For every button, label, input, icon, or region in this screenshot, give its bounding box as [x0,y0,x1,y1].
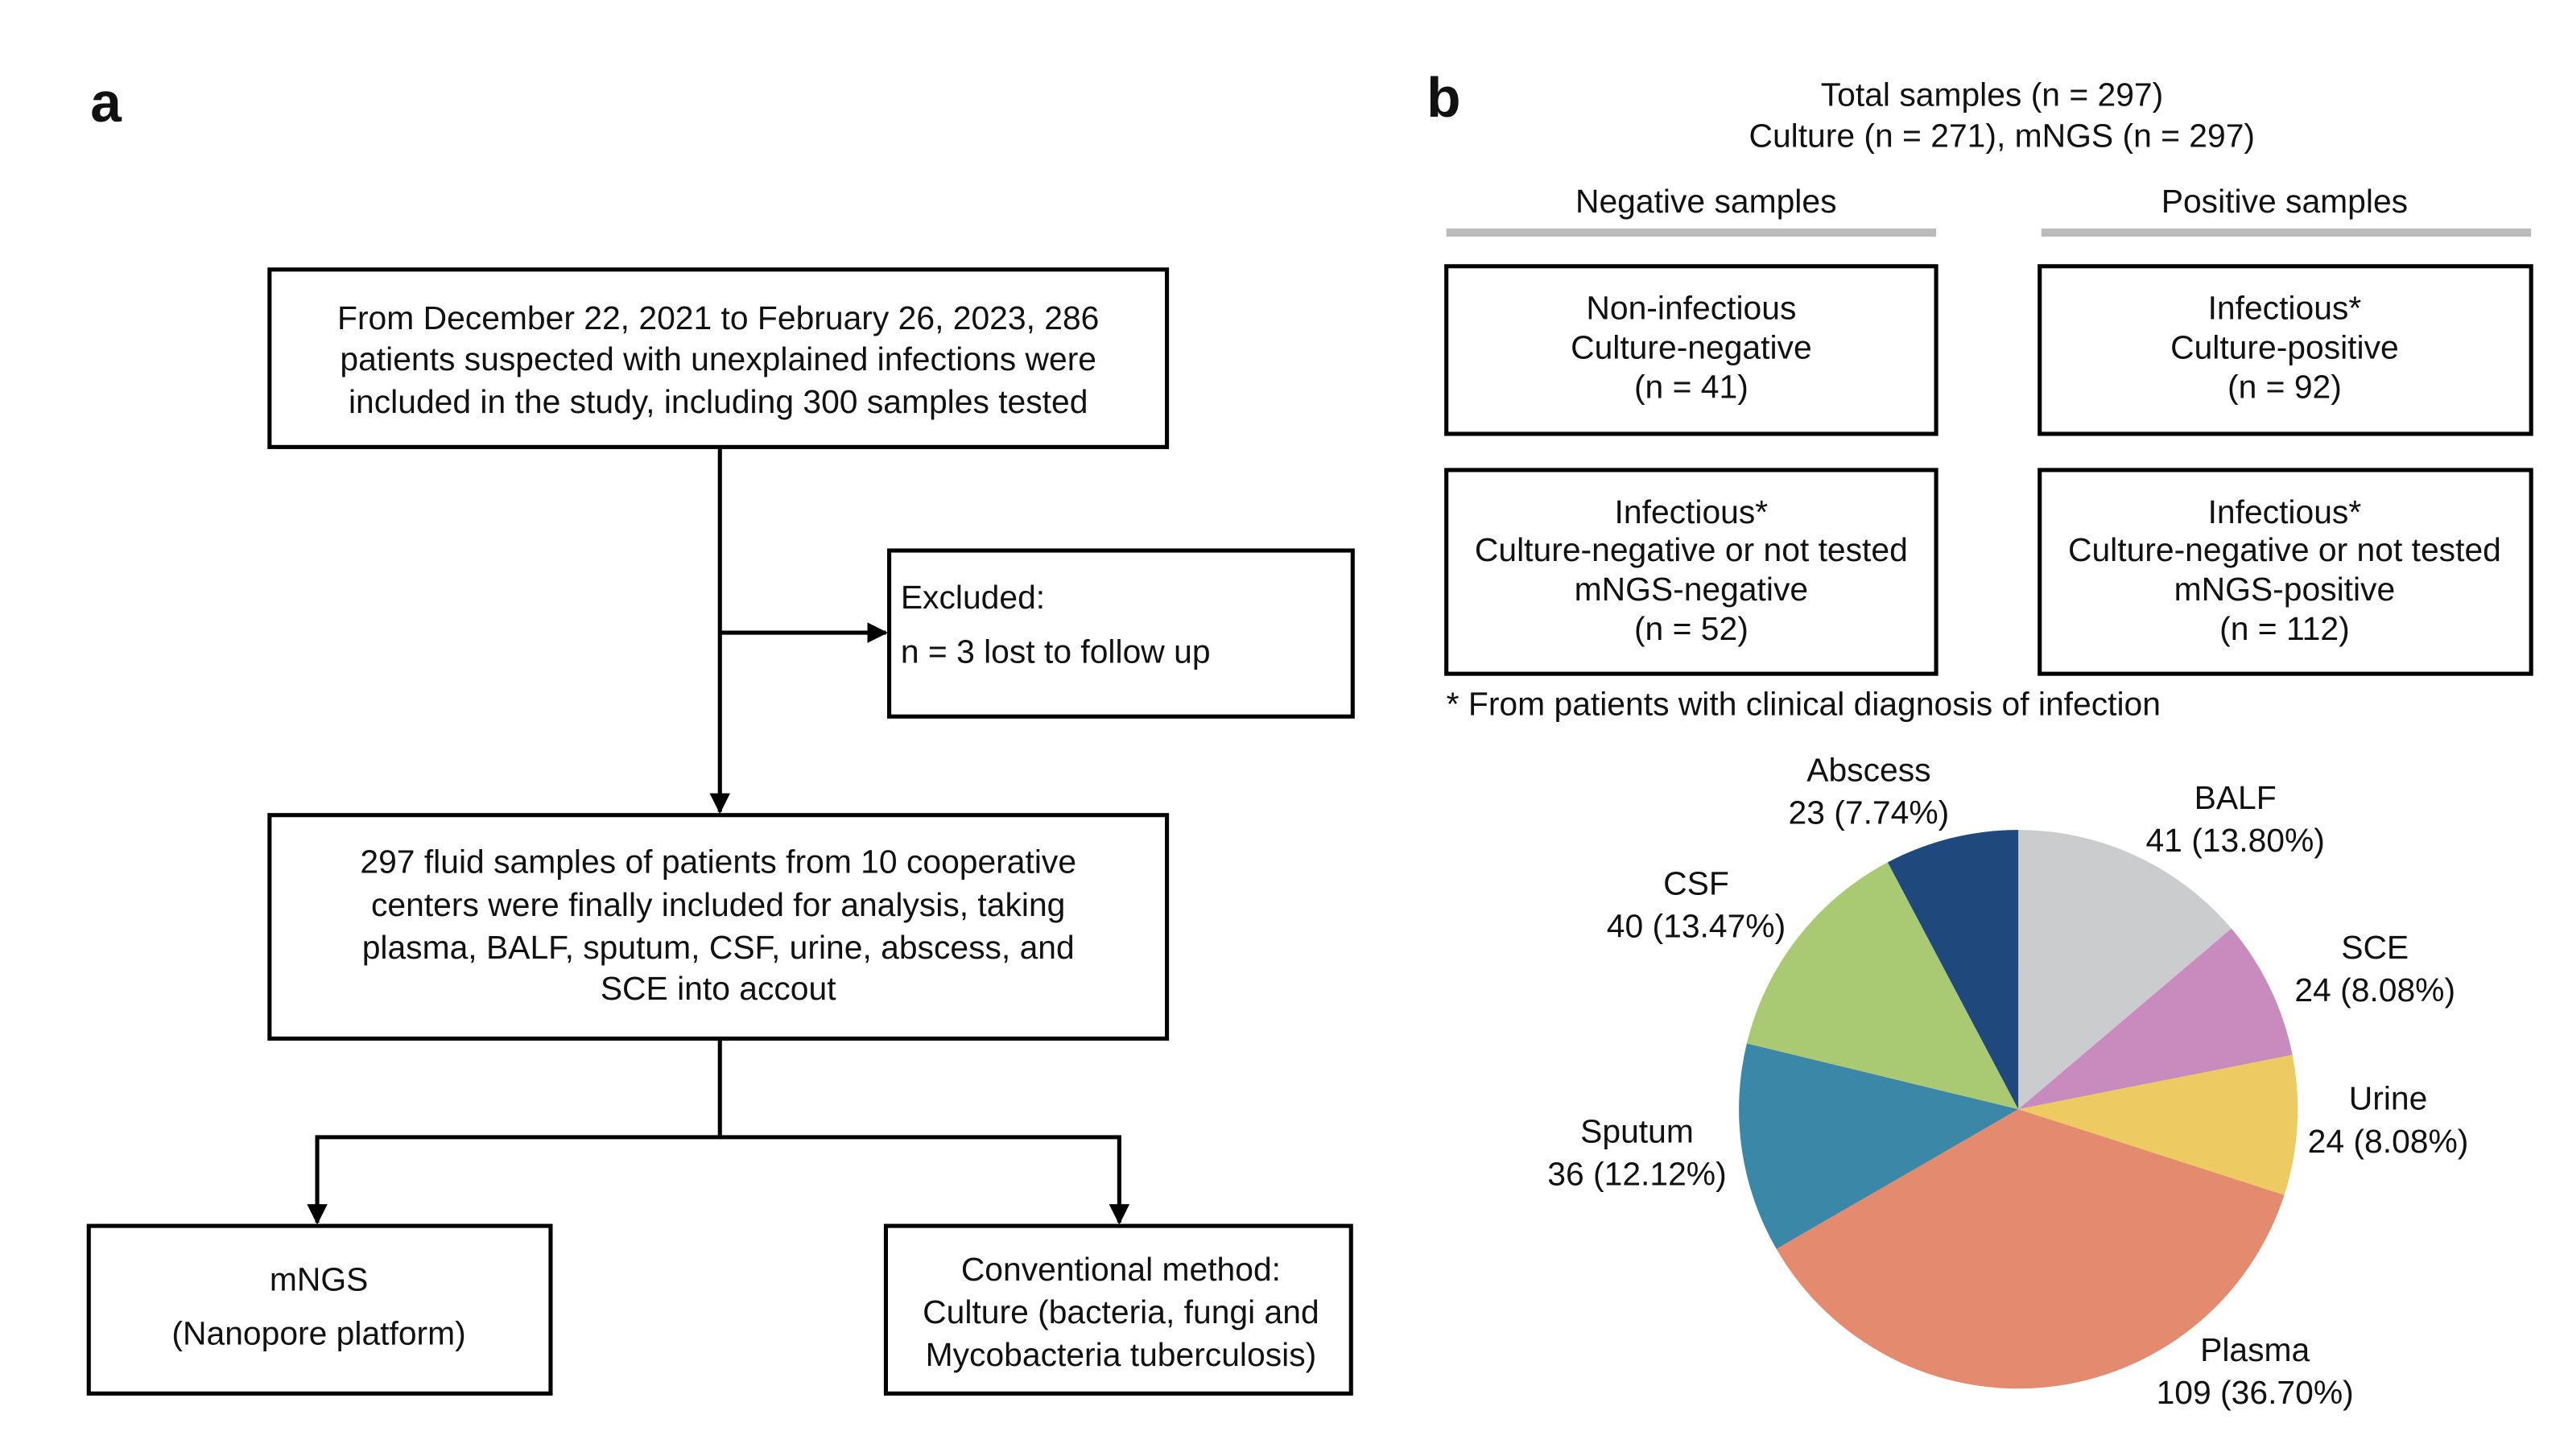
box-text: (n = 41) [1634,369,1749,406]
slice-label: CSF [1663,864,1729,901]
pie-slice [2018,928,2293,1110]
flow-lines [86,228,2533,1396]
slice-label: BALF [2194,779,2277,816]
slice-label: Urine [2349,1080,2428,1117]
slice-label: Plasma [2200,1331,2310,1368]
box-text: (Nanopore platform) [171,1315,465,1352]
slice-label: Abscess [1806,751,1930,788]
panel-label: b [1427,66,1460,129]
slice-value-label: 23 (7.74%) [1789,794,1950,831]
slice-label: Sputum [1580,1113,1694,1150]
header: Culture (n = 271), mNGS (n = 297) [1749,117,2255,154]
box-text: mNGS [270,1260,369,1297]
header: Total samples (n = 297) [1821,76,2164,113]
pie-slice [1776,1109,2285,1389]
box-text: Culture-negative or not tested [2068,531,2501,568]
box-text: Culture (bacteria, fungi and [923,1293,1319,1330]
slice-value-label: 41 (13.80%) [2145,822,2324,859]
box-text: included in the study, including 300 sam… [349,383,1088,420]
box-text: Non-infectious [1586,290,1796,327]
box-text: (n = 52) [1634,610,1749,647]
slice-value-label: 109 (36.70%) [2157,1374,2354,1411]
box-text: Culture-negative or not tested [1475,531,1908,568]
slice-value-label: 36 (12.12%) [1547,1156,1726,1193]
box-text: patients suspected with unexplained infe… [340,340,1096,377]
slice-label: SCE [2341,929,2409,966]
box-text: plasma, BALF, sputum, CSF, urine, absces… [362,929,1075,966]
box-text: SCE into accout [601,970,836,1007]
box-text: mNGS-negative [1575,571,1808,608]
box-text: (n = 92) [2228,369,2342,406]
box-text: (n = 112) [2219,610,2350,647]
box-text: centers were finally included for analys… [371,886,1065,923]
box-text: n = 3 lost to follow up [901,633,1211,670]
pie-slice [2018,830,2232,1110]
footnote: * From patients with clinical diagnosis … [1447,686,2161,723]
box-text: From December 22, 2021 to February 26, 2… [337,299,1099,336]
box-text: Infectious* [2208,493,2362,530]
box-text: Infectious* [1615,493,1769,530]
box-text: mNGS-positive [2174,571,2396,608]
pie-slice [2018,1054,2298,1195]
box-text: 297 fluid samples of patients from 10 co… [360,843,1076,881]
slice-value-label: 40 (13.47%) [1607,907,1786,944]
slice-value-label: 24 (8.08%) [2308,1123,2469,1160]
pie-slice [1739,1043,2019,1249]
group-title: Positive samples [2161,183,2408,220]
box-text: Culture-negative [1571,329,1812,366]
box-text: Mycobacteria tuberculosis) [926,1336,1317,1373]
group-title: Negative samples [1575,183,1837,220]
box-text: Culture-positive [2170,329,2399,366]
box-text: Infectious* [2208,290,2362,327]
box-text: Conventional method: [961,1251,1281,1288]
box-text: Excluded: [901,579,1045,616]
panel-label: a [90,71,122,134]
pie-slice [1887,830,2019,1110]
pie-slice [1746,862,2019,1110]
slice-value-label: 24 (8.08%) [2294,971,2455,1008]
